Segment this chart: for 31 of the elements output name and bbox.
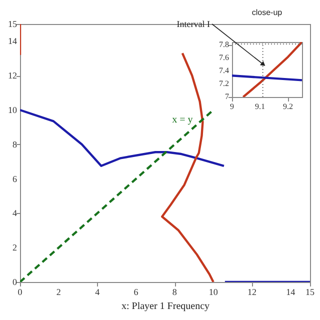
annotation: x = y: [172, 114, 193, 126]
x-tick-label: 2: [56, 287, 61, 297]
x-tick-label: 9: [230, 102, 234, 111]
y-tick-label: 12: [8, 70, 17, 81]
y-tick-label: 14: [8, 36, 18, 46]
x-tick-label: 15: [306, 287, 315, 297]
y-tick-label: 7.6: [219, 53, 229, 62]
x-tick-label: 14: [286, 287, 296, 297]
line-series: [161, 52, 214, 282]
x-tick-label: 9.2: [283, 102, 293, 111]
y-tick-label: 8: [12, 139, 18, 150]
x-axis-title: x: Player 1 Frequency: [121, 301, 210, 312]
line-series: [242, 42, 302, 97]
x-tick-label: 8: [172, 287, 178, 297]
y-tick-label: 4: [12, 208, 18, 218]
y-tick-label: 2: [12, 242, 17, 253]
x-tick-label: 4: [95, 287, 100, 297]
y-tick-label: 7: [225, 92, 229, 101]
line-series: [20, 108, 226, 167]
x-tick-label: 9.1: [255, 102, 265, 111]
y-tick-label: 0: [12, 277, 18, 287]
y-tick-label: 7.8: [219, 40, 229, 50]
y-tick-label: 7.2: [219, 79, 229, 88]
y-tick-label: 15: [8, 19, 18, 29]
chart-title: close-up: [252, 8, 283, 17]
y-tick-label: 7.4: [219, 66, 229, 76]
x-tick-label: 6: [134, 287, 139, 297]
x-tick-label: 10: [208, 287, 218, 297]
ref-line-label: Interval I: [176, 19, 210, 29]
x-tick-label: 12: [248, 287, 256, 297]
y-tick-label: 6: [12, 174, 18, 184]
